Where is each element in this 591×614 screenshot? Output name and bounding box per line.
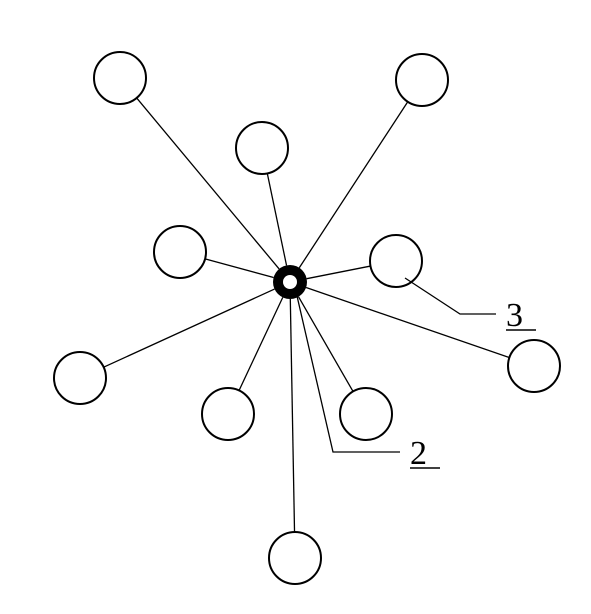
reference-label: 3: [506, 297, 523, 334]
spoke: [290, 299, 294, 532]
outer-node: [202, 388, 254, 440]
outer-node: [236, 122, 288, 174]
spoke: [239, 297, 283, 390]
outer-node: [54, 352, 106, 404]
spoke: [267, 173, 286, 265]
spoke: [205, 259, 274, 278]
outer-node: [269, 532, 321, 584]
outer-node: [396, 54, 448, 106]
spoke: [104, 289, 275, 367]
outer-node: [94, 52, 146, 104]
reference-label: 2: [410, 435, 427, 472]
hub: [273, 265, 307, 299]
spoke: [307, 266, 371, 279]
radial-diagram: 32: [0, 0, 591, 614]
leader-lines: [297, 278, 496, 452]
outer-node: [154, 226, 206, 278]
spoke: [298, 297, 353, 392]
outer-node: [370, 235, 422, 287]
hub-hole: [283, 275, 297, 289]
spokes: [104, 98, 510, 532]
outer-node: [340, 388, 392, 440]
spoke: [306, 288, 509, 358]
leader-line: [405, 278, 496, 314]
outer-node: [508, 340, 560, 392]
outer-nodes: [54, 52, 560, 584]
